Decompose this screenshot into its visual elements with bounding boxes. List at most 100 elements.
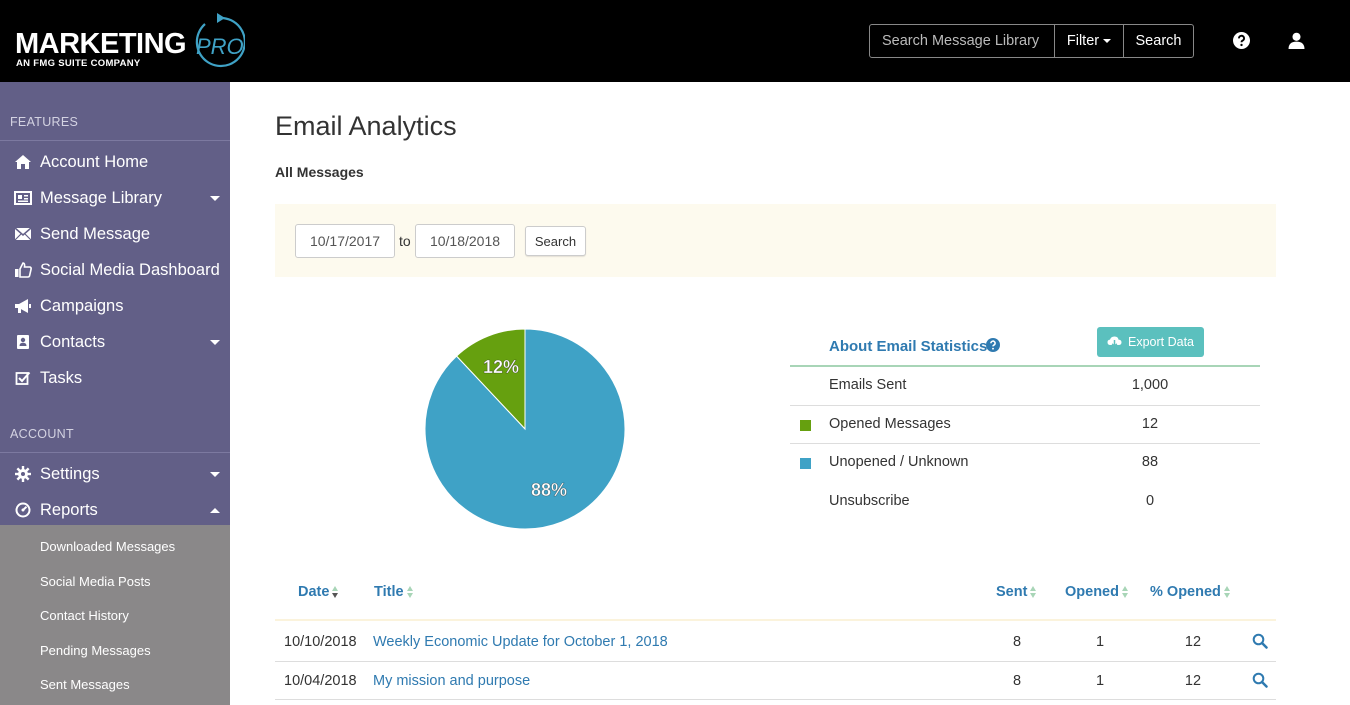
search-icon[interactable] bbox=[1252, 672, 1268, 688]
sidebar-item-tasks[interactable]: Tasks bbox=[0, 360, 230, 396]
sidebar-item-label: Account Home bbox=[40, 152, 149, 171]
question-circle-icon[interactable] bbox=[1233, 32, 1250, 49]
stats-row-unopened: Unopened / Unknown 88 bbox=[790, 444, 1260, 482]
message-library-search: Filter Search bbox=[869, 24, 1194, 58]
sidebar-item-label: Contacts bbox=[40, 332, 106, 351]
sidebar-item-social-media-dashboard[interactable]: Social Media Dashboard bbox=[0, 252, 230, 288]
user-icon[interactable] bbox=[1288, 32, 1305, 49]
filter-dropdown-button[interactable]: Filter bbox=[1055, 25, 1124, 57]
caret-down-icon bbox=[210, 471, 220, 477]
dashboard-icon bbox=[14, 501, 32, 519]
address-book-icon bbox=[14, 333, 32, 351]
stats-label: Emails Sent bbox=[829, 377, 907, 393]
column-header-label: Title bbox=[374, 584, 404, 600]
submenu-item-downloaded-messages[interactable]: Downloaded Messages bbox=[40, 539, 176, 554]
stats-value: 0 bbox=[1145, 493, 1155, 509]
sidebar-item-label: Campaigns bbox=[40, 296, 124, 315]
divider bbox=[0, 452, 230, 453]
cell-date: 10/04/2018 bbox=[284, 673, 357, 689]
caret-up-icon bbox=[210, 507, 220, 513]
column-header-title[interactable]: Title bbox=[374, 584, 414, 600]
marketing-pro-logo[interactable]: MARKETING AN FMG SUITE COMPANY PRO bbox=[15, 12, 255, 74]
cell-sent: 8 bbox=[1012, 673, 1022, 689]
submenu-item-pending-messages[interactable]: Pending Messages bbox=[40, 643, 151, 658]
pie-slice-unopened-unknown bbox=[424, 328, 626, 530]
to-label: to bbox=[399, 233, 411, 249]
sidebar-item-campaigns[interactable]: Campaigns bbox=[0, 288, 230, 324]
sidebar-item-label: Message Library bbox=[40, 188, 162, 207]
account-heading: ACCOUNT bbox=[10, 427, 74, 441]
column-header-sent[interactable]: Sent bbox=[996, 584, 1037, 600]
column-header-date[interactable]: Date bbox=[298, 584, 339, 600]
stats-label: Unsubscribe bbox=[829, 493, 910, 509]
sidebar-item-label: Reports bbox=[40, 500, 98, 519]
end-date-input[interactable] bbox=[415, 224, 515, 258]
start-date-input[interactable] bbox=[295, 224, 395, 258]
column-header-label: Opened bbox=[1065, 584, 1119, 600]
home-icon bbox=[14, 153, 32, 171]
sort-icon bbox=[406, 586, 414, 599]
stats-value: 12 bbox=[1141, 416, 1159, 432]
caret-down-icon bbox=[210, 339, 220, 345]
caret-down-icon bbox=[1103, 39, 1112, 43]
sidebar-item-message-library[interactable]: Message Library bbox=[0, 180, 230, 216]
sort-desc-icon bbox=[332, 586, 339, 599]
submenu-item-contact-history[interactable]: Contact History bbox=[40, 608, 129, 623]
divider bbox=[790, 443, 1260, 444]
cell-title-link[interactable]: Weekly Economic Update for October 1, 20… bbox=[373, 634, 668, 650]
divider bbox=[0, 140, 230, 141]
logo-ring-icon bbox=[195, 13, 245, 68]
cell-pct-opened: 12 bbox=[1184, 673, 1202, 689]
features-heading: FEATURES bbox=[10, 115, 79, 129]
date-filter-panel: to Search bbox=[275, 204, 1276, 277]
submenu-item-social-media-posts[interactable]: Social Media Posts bbox=[40, 574, 151, 589]
column-header-label: Sent bbox=[996, 584, 1028, 600]
cell-pct-opened: 12 bbox=[1184, 634, 1202, 650]
check-square-icon bbox=[14, 369, 32, 387]
pie-label-unopened-unknown: 88% bbox=[531, 480, 567, 500]
search-button[interactable]: Search bbox=[1135, 33, 1182, 49]
sidebar-item-label: Send Message bbox=[40, 224, 151, 243]
envelope-icon bbox=[14, 225, 32, 243]
sidebar-item-label: Tasks bbox=[40, 368, 83, 387]
sidebar: FEATURES Account Home Message Library Se… bbox=[0, 82, 230, 705]
about-email-statistics-link[interactable]: About Email Statistics bbox=[829, 338, 988, 355]
logo-wordmark: MARKETING bbox=[15, 28, 187, 60]
cloud-download-icon bbox=[1107, 336, 1122, 348]
stats-row-unsubscribe: Unsubscribe 0 bbox=[790, 483, 1260, 521]
page-subtitle: All Messages bbox=[275, 164, 364, 180]
sidebar-item-reports[interactable]: Reports bbox=[0, 492, 230, 528]
search-input[interactable] bbox=[870, 25, 1055, 57]
thumbs-up-icon bbox=[14, 261, 32, 279]
logo-pro-text: PRO bbox=[196, 34, 244, 59]
search-icon[interactable] bbox=[1252, 633, 1268, 649]
caret-down-icon bbox=[210, 195, 220, 201]
newspaper-icon bbox=[14, 189, 32, 207]
column-header-pct-opened[interactable]: % Opened bbox=[1150, 584, 1231, 600]
divider bbox=[275, 699, 1276, 700]
stats-row-emails-sent: Emails Sent 1,000 bbox=[790, 367, 1260, 405]
bullhorn-icon bbox=[14, 297, 32, 315]
top-navbar: MARKETING AN FMG SUITE COMPANY PRO Filte… bbox=[0, 0, 1350, 82]
column-header-opened[interactable]: Opened bbox=[1065, 584, 1129, 600]
email-stats-pie-chart: 12% 88% bbox=[424, 328, 626, 530]
pie-slice-opened-messages bbox=[455, 328, 526, 431]
sidebar-item-label: Settings bbox=[40, 464, 100, 483]
sidebar-item-label: Social Media Dashboard bbox=[40, 260, 220, 279]
date-search-button[interactable]: Search bbox=[525, 226, 586, 256]
submenu-item-sent-messages[interactable]: Sent Messages bbox=[40, 677, 130, 692]
column-header-label: Date bbox=[298, 584, 330, 600]
stats-row-opened-messages: Opened Messages 12 bbox=[790, 406, 1260, 444]
export-data-label: Export Data bbox=[1127, 335, 1194, 349]
cell-opened: 1 bbox=[1095, 673, 1105, 689]
stats-label: Unopened / Unknown bbox=[829, 454, 969, 470]
cell-title-link[interactable]: My mission and purpose bbox=[373, 673, 531, 689]
sidebar-item-account-home[interactable]: Account Home bbox=[0, 144, 230, 180]
sidebar-item-contacts[interactable]: Contacts bbox=[0, 324, 230, 360]
sidebar-item-settings[interactable]: Settings bbox=[0, 456, 230, 492]
gear-icon bbox=[14, 465, 32, 483]
logo-tagline: AN FMG SUITE COMPANY bbox=[16, 58, 141, 69]
sidebar-item-send-message[interactable]: Send Message bbox=[0, 216, 230, 252]
question-circle-icon[interactable] bbox=[986, 338, 1000, 352]
export-data-button[interactable]: Export Data bbox=[1097, 327, 1204, 357]
